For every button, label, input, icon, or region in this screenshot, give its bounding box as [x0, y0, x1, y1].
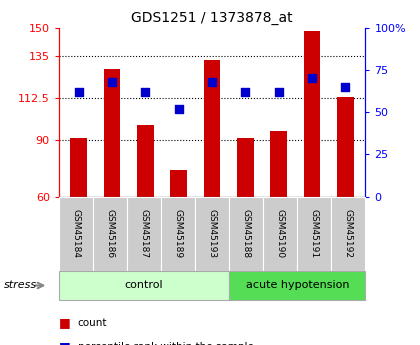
Text: percentile rank within the sample: percentile rank within the sample: [78, 342, 254, 345]
Text: GSM45187: GSM45187: [139, 209, 148, 258]
Text: control: control: [125, 280, 163, 290]
Point: [242, 89, 249, 95]
Bar: [204, 60, 220, 197]
Point: [176, 106, 182, 111]
Bar: [270, 131, 287, 197]
Text: count: count: [78, 318, 107, 327]
Bar: [171, 170, 187, 197]
Point: [309, 76, 315, 81]
Text: GSM45186: GSM45186: [105, 209, 114, 258]
Text: GSM45191: GSM45191: [310, 209, 319, 258]
Point: [142, 89, 149, 95]
Bar: [104, 69, 121, 197]
Point: [76, 89, 82, 95]
Point: [109, 79, 116, 85]
Text: ■: ■: [59, 340, 71, 345]
Text: GSM45189: GSM45189: [173, 209, 183, 258]
Bar: [137, 125, 154, 197]
Bar: [337, 97, 354, 197]
Bar: [304, 31, 320, 197]
Text: GSM45192: GSM45192: [344, 209, 353, 258]
Point: [209, 79, 215, 85]
Bar: [237, 138, 254, 197]
Bar: [71, 138, 87, 197]
Text: ■: ■: [59, 316, 71, 329]
Title: GDS1251 / 1373878_at: GDS1251 / 1373878_at: [131, 11, 293, 25]
Text: GSM45193: GSM45193: [207, 209, 217, 258]
Text: GSM45190: GSM45190: [276, 209, 285, 258]
Point: [276, 89, 282, 95]
Text: GSM45188: GSM45188: [241, 209, 251, 258]
Text: GSM45184: GSM45184: [71, 209, 80, 258]
Text: acute hypotension: acute hypotension: [246, 280, 349, 290]
Point: [342, 84, 349, 90]
Text: stress: stress: [4, 280, 37, 290]
